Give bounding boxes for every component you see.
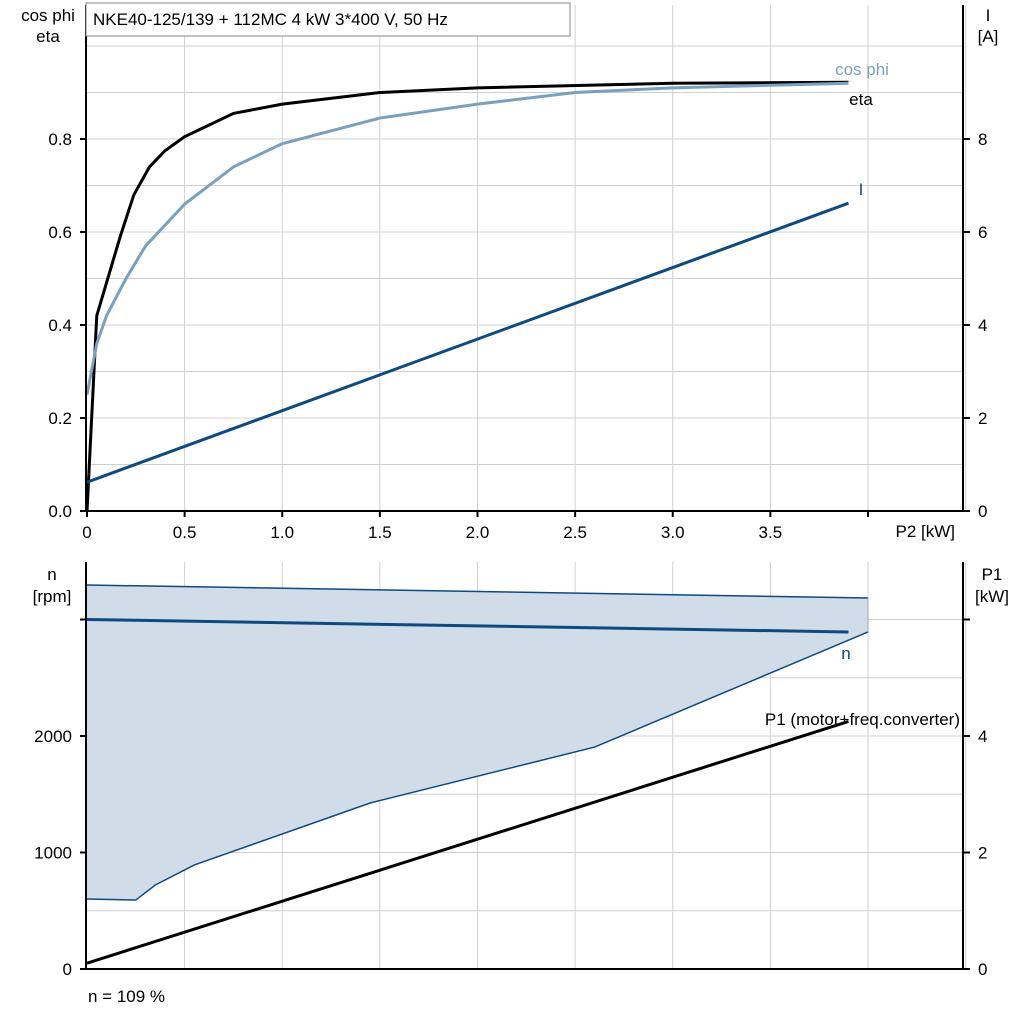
- chart-title: NKE40-125/139 + 112MC 4 kW 3*400 V, 50 H…: [93, 10, 448, 29]
- y-left-tick-label: 0.4: [48, 316, 72, 335]
- y-right-tick-label: 8: [978, 130, 987, 149]
- y-left-tick-label: 0: [63, 960, 72, 979]
- top-right-axis-label-1: I: [986, 6, 991, 25]
- x-tick-label: 0: [82, 523, 91, 542]
- y-left-tick-label: 0.2: [48, 409, 72, 428]
- y-right-tick-label: 2: [978, 409, 987, 428]
- y-left-tick-label: 0.6: [48, 223, 72, 242]
- x-tick-label: 2.5: [563, 523, 587, 542]
- eta-label: eta: [849, 90, 873, 109]
- cos-phi-label: cos phi: [835, 60, 889, 79]
- speed-percent-footer: n = 109 %: [88, 987, 165, 1006]
- chart-marks: [85, 80, 869, 965]
- y-right-tick-label: 0: [978, 960, 987, 979]
- y-left-tick-label: 1000: [34, 844, 72, 863]
- y-left-tick-label: 0.8: [48, 130, 72, 149]
- p1-label: P1 (motor+freq.converter): [765, 710, 960, 729]
- band-upper-edge: [86, 584, 869, 599]
- speed-label: n: [841, 644, 850, 663]
- top-left-axis-label-2: eta: [36, 27, 60, 46]
- x-tick-label: 3.5: [759, 523, 783, 542]
- p1-line: [86, 720, 849, 965]
- title-box: [85, 2, 571, 37]
- series-eta-line: [85, 80, 849, 512]
- band-lower-edge: [86, 631, 869, 901]
- y-left-tick-label: 0.0: [48, 502, 72, 521]
- axes: [80, 5, 970, 970]
- current-label: I: [859, 180, 864, 199]
- tick-labels: 0 0.5 1.0 1.5 2.0 2.5 3.0 3.5 0.0 0.2 0.4 0.6 0.8 0 2 4…: [34, 130, 987, 979]
- x-tick-label: 2.0: [466, 523, 490, 542]
- bottom-right-axis-label-1: P1: [982, 565, 1003, 584]
- x-tick-label: 3.0: [661, 523, 685, 542]
- y-right-tick-label: 4: [978, 727, 987, 746]
- y-right-tick-label: 6: [978, 223, 987, 242]
- x-axis-label: P2 [kW]: [895, 522, 955, 541]
- x-tick-label: 0.5: [173, 523, 197, 542]
- y-left-tick-label: 2000: [34, 727, 72, 746]
- y-right-tick-label: 4: [978, 316, 987, 335]
- y-right-tick-label: 0: [978, 502, 987, 521]
- operating-range-band: [87, 585, 868, 901]
- series-i-line: [86, 201, 849, 484]
- bottom-right-axis-label-2: [kW]: [975, 587, 1009, 606]
- bottom-left-axis-label-2: [rpm]: [33, 587, 72, 606]
- top-right-axis-label-2: [A]: [978, 27, 999, 46]
- x-tick-label: 1.0: [270, 523, 294, 542]
- x-tick-label: 1.5: [368, 523, 392, 542]
- y-right-tick-label: 2: [978, 844, 987, 863]
- series-cos-phi-line: [85, 81, 849, 396]
- top-left-axis-label-1: cos phi: [21, 6, 75, 25]
- speed-line: [86, 618, 849, 634]
- bottom-left-axis-label-1: n: [47, 565, 56, 584]
